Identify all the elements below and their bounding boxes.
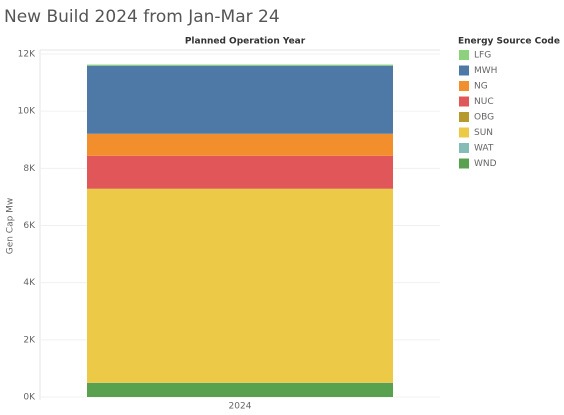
legend-swatch: [459, 143, 469, 153]
column-header: Planned Operation Year: [185, 37, 306, 47]
y-tick-label: 12K: [18, 50, 36, 60]
legend-label: LFG: [474, 51, 491, 61]
chart-title: New Build 2024 from Jan-Mar 24: [4, 7, 280, 27]
y-tick-label: 2K: [23, 335, 36, 345]
y-tick-label: 8K: [23, 164, 36, 174]
legend-swatch: [459, 112, 469, 122]
legend-label: NG: [474, 82, 488, 92]
y-tick-label: 10K: [18, 107, 36, 117]
legend-swatch: [459, 96, 469, 107]
x-tick-label: 2024: [229, 402, 252, 412]
bar-segment: [87, 65, 393, 134]
y-tick-label: 4K: [23, 278, 36, 288]
bar-segment: [87, 133, 393, 156]
legend-swatch: [459, 81, 469, 91]
y-tick-label: 6K: [23, 221, 36, 231]
y-axis-label: Gen Cap Mw: [6, 198, 16, 255]
legend-swatch: [459, 127, 469, 138]
legend-label: WAT: [474, 144, 494, 154]
legend-swatch: [459, 50, 469, 60]
legend-label: NUC: [474, 97, 494, 107]
bar-segment: [87, 155, 393, 189]
legend-label: MWH: [474, 66, 497, 76]
bar-segment: [87, 64, 393, 66]
bar-segment: [87, 188, 393, 383]
legend-swatch: [459, 158, 469, 169]
legend-label: SUN: [474, 128, 493, 138]
y-tick-label: 0K: [23, 393, 36, 403]
legend-label: OBG: [474, 113, 494, 123]
legend-label: WND: [474, 159, 497, 169]
legend-title: Energy Source Code: [458, 37, 560, 47]
legend-swatch: [459, 65, 469, 76]
bar-segment: [87, 382, 393, 397]
